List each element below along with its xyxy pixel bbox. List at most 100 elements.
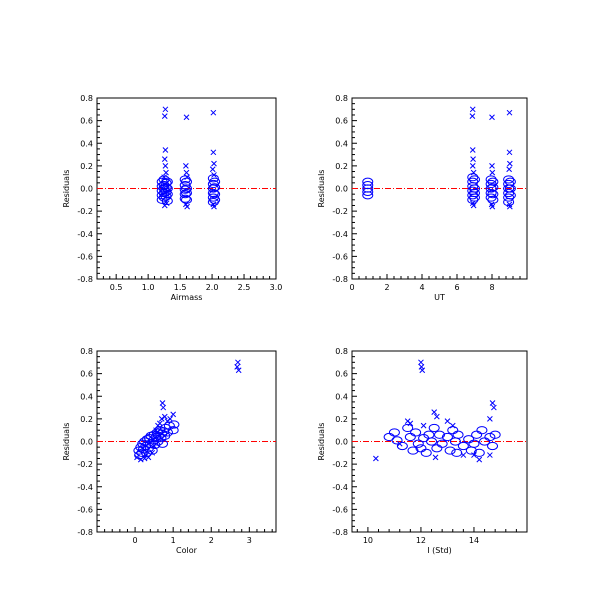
data-point-circle: [410, 428, 422, 437]
data-point-x: [160, 404, 167, 411]
y-tick-label: -0.6: [332, 252, 348, 261]
data-point-x: [161, 174, 167, 181]
data-point-x: [134, 454, 140, 461]
y-tick-label: 0.4: [335, 139, 348, 148]
data-point-circle: [163, 421, 175, 430]
y-tick-label: -0.2: [77, 207, 93, 216]
data-point-x: [506, 201, 513, 208]
data-point-x: [433, 413, 440, 420]
data-point-x: [476, 456, 483, 463]
data-point-circle: [157, 439, 169, 448]
data-point-x: [149, 449, 156, 456]
data-point-circle: [485, 179, 497, 189]
chart-panel-3: -0.8 -0.6 -0.4 -0.2 0.0 0.2 0.4 0.6 0.8 0 1 2 3 Color…: [62, 347, 277, 555]
data-point-circle: [471, 430, 483, 439]
x-tick-label: 2: [209, 536, 214, 545]
data-point-x: [161, 413, 168, 420]
y-tick-label: 0.0: [80, 185, 93, 194]
data-point-circle: [436, 439, 448, 448]
y-tick-label: 0.2: [335, 415, 348, 424]
x-tick-label: 6: [454, 283, 459, 292]
data-point-x: [432, 454, 439, 461]
y-tick-label: 0.4: [335, 392, 348, 401]
data-point-x: [159, 400, 166, 406]
data-point-x: [420, 422, 427, 429]
data-point-circle: [209, 177, 221, 186]
y-tick-label: 0.8: [335, 347, 348, 356]
x-tick-label: 2.0: [206, 283, 219, 292]
y-tick-label: -0.8: [332, 528, 348, 537]
y-tick-label: 0.6: [80, 370, 93, 379]
data-point-circle: [504, 191, 516, 200]
data-point-x: [235, 367, 242, 374]
data-point-circle: [146, 446, 158, 455]
data-point-x: [506, 149, 513, 156]
data-point-circle: [447, 426, 459, 435]
data-point-circle: [476, 426, 488, 435]
data-point-x: [491, 404, 497, 411]
data-point-circle: [469, 188, 480, 198]
data-point-x: [460, 452, 467, 458]
data-point-circle: [431, 444, 443, 453]
x-tick-label: 2: [384, 283, 389, 292]
data-point-x: [156, 420, 163, 427]
x-tick-label: 0: [349, 283, 354, 292]
data-point-x: [489, 400, 496, 406]
data-point-circle: [179, 194, 191, 203]
x-tick-label: 1.0: [142, 283, 155, 292]
data-point-circle: [487, 190, 499, 199]
data-point-x: [489, 203, 496, 210]
y-axis-label: Residuals: [62, 423, 71, 461]
data-point-x: [487, 452, 493, 458]
x-tick-label: 2.5: [238, 283, 251, 292]
data-point-circle: [451, 448, 463, 457]
y-tick-label: 0.4: [80, 139, 93, 148]
x-tick-label: 0.5: [110, 283, 123, 292]
y-tick-label: -0.6: [77, 252, 93, 261]
data-point-circle: [388, 428, 400, 437]
data-point-x: [407, 420, 414, 427]
y-tick-label: 0.8: [80, 347, 93, 356]
y-tick-label: -0.2: [77, 460, 93, 469]
data-point-x: [183, 163, 189, 169]
data-point-x: [162, 106, 169, 113]
data-point-x: [471, 452, 477, 458]
data-point-x: [162, 163, 169, 169]
data-point-circle: [485, 193, 497, 202]
y-tick-label: -0.4: [77, 483, 93, 492]
data-point-x: [161, 113, 168, 119]
chart-panel-2: -0.8 -0.6 -0.4 -0.2 0.0 0.2 0.4 0.6 0.8 0 2 4 6 8 UT Re…: [317, 94, 528, 302]
y-tick-label: 0.2: [80, 162, 93, 171]
y-tick-label: 0.6: [335, 370, 348, 379]
data-point-circle: [434, 430, 445, 439]
data-point-x: [183, 114, 190, 121]
data-point-circle: [404, 432, 416, 442]
data-point-x: [210, 109, 217, 116]
data-point-x: [153, 427, 159, 434]
x-tick-label: 8: [489, 283, 494, 292]
data-point-x: [506, 203, 513, 210]
x-tick-label: 4: [419, 283, 424, 292]
data-point-x: [489, 114, 495, 121]
y-tick-label: 0.0: [335, 438, 348, 447]
data-point-x: [184, 203, 190, 210]
y-tick-label: 0.8: [335, 94, 348, 103]
data-point-x: [373, 455, 379, 462]
y-axis-label: Residuals: [317, 423, 326, 461]
data-point-x: [162, 147, 169, 153]
data-point-x: [211, 203, 217, 210]
data-point-x: [158, 416, 165, 422]
x-tick-label: 12: [416, 536, 426, 545]
x-tick-label: 1.5: [174, 283, 187, 292]
data-point-x: [431, 409, 438, 415]
x-axis-label: I (Std): [427, 546, 451, 555]
data-point-x: [470, 202, 477, 209]
data-point-x: [183, 169, 190, 176]
y-tick-label: -0.6: [77, 505, 93, 514]
data-point-x: [151, 443, 157, 449]
y-tick-label: -0.4: [332, 483, 348, 492]
data-point-x: [211, 160, 217, 167]
data-point-x: [506, 160, 513, 167]
data-point-x: [470, 156, 476, 162]
data-point-x: [396, 440, 403, 447]
